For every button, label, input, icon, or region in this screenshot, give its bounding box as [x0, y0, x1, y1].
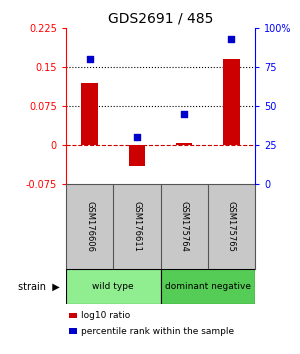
Point: [182, 111, 187, 117]
Point: [134, 135, 139, 140]
Bar: [223, 59, 240, 145]
Text: percentile rank within the sample: percentile rank within the sample: [81, 327, 234, 336]
Bar: [66, 269, 160, 304]
Text: wild type: wild type: [92, 282, 134, 291]
Title: GDS2691 / 485: GDS2691 / 485: [108, 12, 213, 26]
Bar: [129, 145, 145, 166]
Text: GSM175764: GSM175764: [180, 201, 189, 252]
Text: GSM176606: GSM176606: [85, 201, 94, 252]
Bar: [176, 143, 192, 145]
Bar: [160, 269, 255, 304]
Text: log10 ratio: log10 ratio: [81, 311, 130, 320]
Text: GSM176611: GSM176611: [132, 201, 141, 252]
Bar: [81, 83, 98, 145]
Point: [87, 57, 92, 62]
Text: GSM175765: GSM175765: [227, 201, 236, 252]
Text: strain  ▶: strain ▶: [18, 282, 60, 292]
Text: dominant negative: dominant negative: [165, 282, 251, 291]
Point: [229, 36, 234, 42]
